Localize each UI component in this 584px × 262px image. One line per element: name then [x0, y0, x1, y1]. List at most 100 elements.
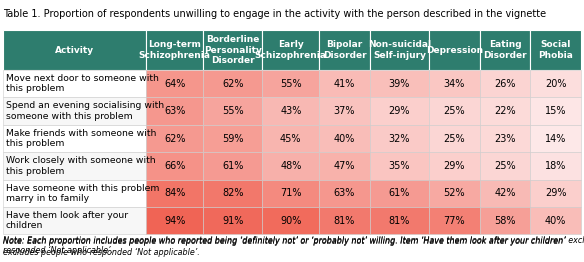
Bar — [479, 152, 530, 180]
Bar — [530, 97, 581, 125]
Bar — [3, 152, 147, 180]
Text: 37%: 37% — [333, 106, 355, 116]
Text: 25%: 25% — [494, 161, 516, 171]
Text: 66%: 66% — [164, 161, 186, 171]
Bar — [147, 125, 203, 152]
Text: Borderline
Personality
Disorder: Borderline Personality Disorder — [204, 35, 262, 65]
Bar — [479, 97, 530, 125]
Text: 63%: 63% — [164, 106, 186, 116]
Text: 22%: 22% — [494, 106, 516, 116]
Text: 43%: 43% — [280, 106, 301, 116]
Text: 55%: 55% — [222, 106, 244, 116]
Text: 64%: 64% — [164, 79, 186, 89]
Text: 40%: 40% — [334, 134, 355, 144]
Text: 61%: 61% — [222, 161, 244, 171]
Text: 14%: 14% — [545, 134, 566, 144]
Text: 39%: 39% — [389, 79, 410, 89]
Bar — [479, 70, 530, 97]
Bar — [319, 97, 370, 125]
Text: 34%: 34% — [444, 79, 465, 89]
Bar — [479, 30, 530, 70]
Text: Work closely with someone with
this problem: Work closely with someone with this prob… — [6, 156, 155, 176]
Bar — [262, 152, 319, 180]
Text: 61%: 61% — [389, 188, 410, 198]
Bar — [203, 180, 262, 207]
Text: Have them look after your
children: Have them look after your children — [6, 211, 128, 231]
Text: 29%: 29% — [545, 188, 566, 198]
Bar — [370, 152, 429, 180]
Bar — [147, 152, 203, 180]
Bar — [319, 30, 370, 70]
Bar — [262, 97, 319, 125]
Bar — [262, 70, 319, 97]
Bar — [203, 97, 262, 125]
Bar — [370, 207, 429, 234]
Text: Eating
Disorder: Eating Disorder — [483, 40, 527, 60]
Text: 62%: 62% — [222, 79, 244, 89]
Text: 18%: 18% — [545, 161, 566, 171]
Text: 40%: 40% — [545, 216, 566, 226]
Text: Spend an evening socialising with
someone with this problem: Spend an evening socialising with someon… — [6, 101, 164, 121]
Bar — [203, 30, 262, 70]
Text: Note: Each proportion includes people who reported being ‘definitely not’ or ‘pr: Note: Each proportion includes people wh… — [3, 236, 584, 255]
Text: 52%: 52% — [444, 188, 465, 198]
Bar — [203, 70, 262, 97]
Text: Early
Schizophrenia: Early Schizophrenia — [255, 40, 327, 60]
Bar — [262, 125, 319, 152]
Text: 25%: 25% — [444, 106, 465, 116]
Bar — [3, 180, 147, 207]
Bar — [429, 180, 479, 207]
Text: Non-suicidal
Self-injury: Non-suicidal Self-injury — [368, 40, 431, 60]
Text: 62%: 62% — [164, 134, 186, 144]
Bar — [429, 152, 479, 180]
Text: 91%: 91% — [222, 216, 244, 226]
Bar — [530, 125, 581, 152]
Text: 77%: 77% — [444, 216, 465, 226]
Bar — [429, 30, 479, 70]
Bar — [530, 70, 581, 97]
Text: Table 1. Proportion of respondents unwilling to engage in the activity with the : Table 1. Proportion of respondents unwil… — [3, 9, 546, 19]
Text: 81%: 81% — [334, 216, 355, 226]
Bar — [319, 180, 370, 207]
Text: 47%: 47% — [333, 161, 355, 171]
Text: 48%: 48% — [280, 161, 301, 171]
Bar — [370, 125, 429, 152]
Text: Make friends with someone with
this problem: Make friends with someone with this prob… — [6, 129, 156, 148]
Bar — [319, 70, 370, 97]
Text: Depression: Depression — [426, 46, 483, 54]
Bar — [147, 207, 203, 234]
Text: 82%: 82% — [222, 188, 244, 198]
Text: 94%: 94% — [164, 216, 186, 226]
Bar — [3, 30, 147, 70]
Bar — [429, 97, 479, 125]
Bar — [203, 125, 262, 152]
Bar — [370, 30, 429, 70]
Text: 45%: 45% — [280, 134, 301, 144]
Bar — [370, 97, 429, 125]
Bar — [370, 70, 429, 97]
Bar — [3, 70, 147, 97]
Text: 55%: 55% — [280, 79, 301, 89]
Bar — [479, 125, 530, 152]
Bar — [530, 180, 581, 207]
Bar — [262, 180, 319, 207]
Bar — [479, 207, 530, 234]
Bar — [147, 70, 203, 97]
Text: Social
Phobia: Social Phobia — [538, 40, 573, 60]
Text: 84%: 84% — [164, 188, 186, 198]
Text: 58%: 58% — [494, 216, 516, 226]
Text: 71%: 71% — [280, 188, 301, 198]
Text: 42%: 42% — [494, 188, 516, 198]
Text: Activity: Activity — [55, 46, 94, 54]
Text: Have someone with this problem
marry in to family: Have someone with this problem marry in … — [6, 184, 159, 203]
Text: 25%: 25% — [444, 134, 465, 144]
Text: 81%: 81% — [389, 216, 410, 226]
Bar — [530, 207, 581, 234]
Bar — [530, 30, 581, 70]
Text: 20%: 20% — [545, 79, 566, 89]
Bar — [530, 152, 581, 180]
Bar — [147, 30, 203, 70]
Bar — [147, 180, 203, 207]
Bar — [429, 207, 479, 234]
Bar — [319, 125, 370, 152]
